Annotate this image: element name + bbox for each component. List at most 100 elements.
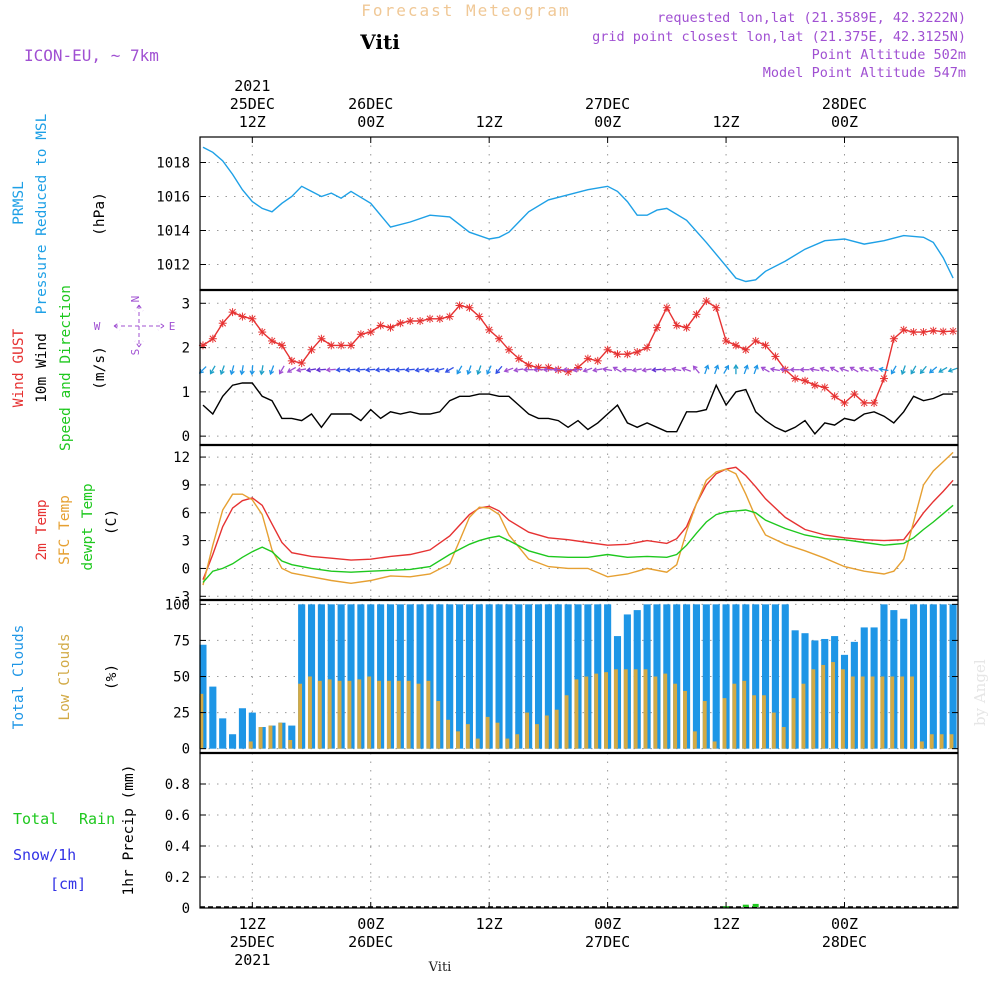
time-tick-label: 12Z <box>239 113 266 131</box>
low-clouds-bar <box>781 727 786 749</box>
wind-direction-arrow <box>552 367 563 373</box>
y-tick-label: 100 <box>165 597 190 613</box>
arrow-shaft <box>850 366 859 373</box>
total-clouds-bar <box>288 725 296 749</box>
gust-marker <box>820 383 829 392</box>
low-clouds-bar <box>298 683 303 749</box>
low-clouds-bar <box>554 709 559 749</box>
low-clouds-bar <box>505 738 510 749</box>
gust-marker-stroke <box>633 348 641 356</box>
arrow-head <box>714 364 720 370</box>
arrow-shaft <box>210 365 216 374</box>
wind-direction-arrow <box>910 365 917 375</box>
arrow-shaft <box>642 368 652 372</box>
gust-marker <box>327 341 336 350</box>
y-tick-label: 0 <box>182 429 190 445</box>
gust-marker <box>939 327 948 336</box>
arrow-shaft <box>435 367 445 372</box>
arrow-shaft <box>780 368 790 371</box>
pressure-line <box>202 146 954 283</box>
precip-snow-unit-label: [cm] <box>50 875 86 893</box>
arrow-head <box>890 369 896 375</box>
total-clouds-bar <box>544 604 552 749</box>
gust-marker <box>761 341 770 350</box>
arrow-shaft <box>366 368 376 371</box>
low-clouds-bar <box>771 712 776 749</box>
low-clouds-bar <box>742 680 747 749</box>
location-title: Viti <box>359 30 400 54</box>
arrow-head <box>209 369 215 375</box>
total-clouds-bar <box>396 604 404 749</box>
gust-marker-stroke <box>683 324 690 331</box>
arrow-head <box>384 367 390 373</box>
rain-bar <box>742 904 749 907</box>
gust-marker-stroke <box>525 361 533 369</box>
gust-marker-stroke <box>229 308 236 316</box>
arrow-head <box>335 367 341 373</box>
model-altitude: Model Point Altitude 547m <box>763 65 966 81</box>
y-tick-label: 1016 <box>156 190 190 206</box>
total-clouds-bar <box>752 604 760 749</box>
total-clouds-bar <box>485 604 493 749</box>
arrow-shaft <box>704 365 709 375</box>
total-clouds-bar <box>406 604 414 749</box>
arrow-head <box>829 366 835 372</box>
wind-direction-arrow <box>278 365 285 375</box>
total-clouds-bar <box>525 604 533 749</box>
low-clouds-bar <box>791 698 796 749</box>
arrow-shaft <box>405 368 415 371</box>
arrow-head <box>495 369 501 375</box>
arrow-shaft <box>251 365 254 375</box>
arrow-head <box>476 369 482 376</box>
gust-marker-stroke <box>673 322 681 329</box>
total-clouds-bar <box>712 604 720 749</box>
arrow-head <box>229 370 235 376</box>
low-clouds-bar <box>288 740 293 749</box>
gust-marker-stroke <box>890 335 898 343</box>
total-clouds-bar <box>386 604 395 749</box>
arrow-shaft <box>199 366 207 374</box>
clouds-ylabel-line: Total Clouds <box>11 625 27 730</box>
wind-line <box>202 382 954 436</box>
wind-direction-arrow <box>209 365 216 375</box>
gust-marker-stroke <box>347 342 355 349</box>
gust-marker-stroke <box>614 350 621 358</box>
gust-marker <box>860 398 869 407</box>
low-clouds-bar <box>831 662 835 749</box>
low-clouds-bar <box>199 693 204 749</box>
low-clouds-bar <box>377 680 381 749</box>
gust-marker-stroke <box>278 342 286 349</box>
wind-direction-arrow <box>631 367 642 373</box>
arrow-head <box>849 366 855 372</box>
gust-marker-stroke <box>900 326 908 334</box>
gust-marker <box>248 314 257 323</box>
wind-direction-arrow <box>229 365 235 376</box>
total-clouds-bar <box>248 712 256 749</box>
arrow-shaft <box>415 368 425 372</box>
low-clouds-bar <box>426 680 431 749</box>
arrow-shaft <box>770 368 780 372</box>
low-clouds-bar <box>446 719 451 749</box>
arrow-shaft <box>859 367 869 372</box>
wind-direction-arrow <box>779 366 790 373</box>
wind-direction-arrow <box>681 366 692 372</box>
low-clouds-bar <box>278 722 283 749</box>
gust-marker-stroke <box>387 324 394 331</box>
low-clouds-bar <box>534 724 539 749</box>
gust-marker <box>445 312 454 321</box>
gust-marker-stroke <box>219 319 227 327</box>
gust-marker-stroke <box>288 357 296 365</box>
wind-direction-arrow <box>414 367 425 373</box>
wind-direction-arrow <box>219 365 225 376</box>
y-tick-label: 0 <box>182 742 190 758</box>
low-clouds-bar <box>643 669 648 749</box>
low-clouds-bar <box>337 680 342 749</box>
time-tick-label: 00Z <box>831 113 858 131</box>
wind-direction-arrow <box>355 367 366 373</box>
arrow-head <box>760 366 766 372</box>
gust-marker-stroke <box>436 315 444 323</box>
arrow-head <box>858 366 865 372</box>
wind-direction-arrow <box>612 366 622 373</box>
wind-direction-arrow <box>621 367 632 373</box>
gust-marker-stroke <box>594 357 602 365</box>
